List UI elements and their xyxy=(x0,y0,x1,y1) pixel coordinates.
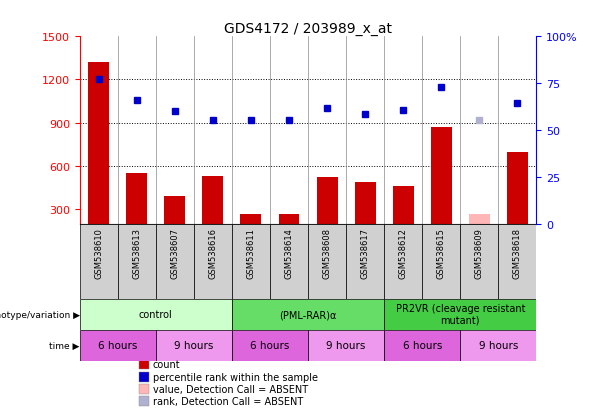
Text: GSM538609: GSM538609 xyxy=(475,228,484,278)
Bar xyxy=(384,330,460,361)
Text: time ▶: time ▶ xyxy=(49,341,80,350)
Text: 9 hours: 9 hours xyxy=(479,341,518,351)
Text: 6 hours: 6 hours xyxy=(98,341,137,351)
Bar xyxy=(308,330,384,361)
Text: GSM538616: GSM538616 xyxy=(208,228,218,279)
Bar xyxy=(469,214,490,224)
Bar xyxy=(80,299,232,330)
Bar xyxy=(118,224,156,299)
Bar xyxy=(431,128,452,224)
Text: GSM538610: GSM538610 xyxy=(94,228,103,278)
Text: GSM538613: GSM538613 xyxy=(132,228,141,279)
Bar xyxy=(393,187,414,224)
Bar xyxy=(308,224,346,299)
Bar xyxy=(355,183,376,224)
Bar xyxy=(507,152,528,224)
Text: rank, Detection Call = ABSENT: rank, Detection Call = ABSENT xyxy=(153,396,303,406)
Bar xyxy=(346,224,384,299)
Bar xyxy=(384,299,536,330)
Bar xyxy=(139,384,149,394)
Bar xyxy=(232,299,384,330)
Title: GDS4172 / 203989_x_at: GDS4172 / 203989_x_at xyxy=(224,22,392,36)
Text: 9 hours: 9 hours xyxy=(174,341,213,351)
Text: 9 hours: 9 hours xyxy=(326,341,366,351)
Text: genotype/variation ▶: genotype/variation ▶ xyxy=(0,310,80,319)
Bar xyxy=(126,174,147,224)
Bar xyxy=(384,224,422,299)
Bar xyxy=(156,330,232,361)
Bar xyxy=(240,214,261,224)
Text: GSM538618: GSM538618 xyxy=(513,228,522,279)
Bar xyxy=(278,214,300,224)
Bar xyxy=(139,372,149,382)
Text: GSM538615: GSM538615 xyxy=(436,228,446,278)
Text: GSM538611: GSM538611 xyxy=(246,228,256,278)
Bar xyxy=(80,224,118,299)
Bar xyxy=(460,224,498,299)
Bar xyxy=(422,224,460,299)
Text: (PML-RAR)α: (PML-RAR)α xyxy=(280,309,337,319)
Bar xyxy=(202,177,223,224)
Bar xyxy=(88,63,109,224)
Bar xyxy=(270,224,308,299)
Bar xyxy=(139,359,149,369)
Bar xyxy=(498,224,536,299)
Bar xyxy=(139,396,149,406)
Text: control: control xyxy=(139,309,173,319)
Text: 6 hours: 6 hours xyxy=(250,341,290,351)
Bar xyxy=(232,224,270,299)
Bar xyxy=(164,197,185,224)
Text: GSM538617: GSM538617 xyxy=(360,228,370,279)
Bar xyxy=(316,178,338,224)
Bar xyxy=(460,330,536,361)
Bar xyxy=(80,330,156,361)
Text: count: count xyxy=(153,359,180,369)
Bar xyxy=(156,224,194,299)
Bar xyxy=(232,330,308,361)
Bar xyxy=(194,224,232,299)
Text: 6 hours: 6 hours xyxy=(403,341,442,351)
Text: GSM538612: GSM538612 xyxy=(398,228,408,278)
Text: GSM538614: GSM538614 xyxy=(284,228,294,278)
Text: PR2VR (cleavage resistant
mutant): PR2VR (cleavage resistant mutant) xyxy=(395,304,525,325)
Text: percentile rank within the sample: percentile rank within the sample xyxy=(153,372,318,382)
Text: value, Detection Call = ABSENT: value, Detection Call = ABSENT xyxy=(153,384,308,394)
Text: GSM538607: GSM538607 xyxy=(170,228,180,279)
Text: GSM538608: GSM538608 xyxy=(322,228,332,279)
